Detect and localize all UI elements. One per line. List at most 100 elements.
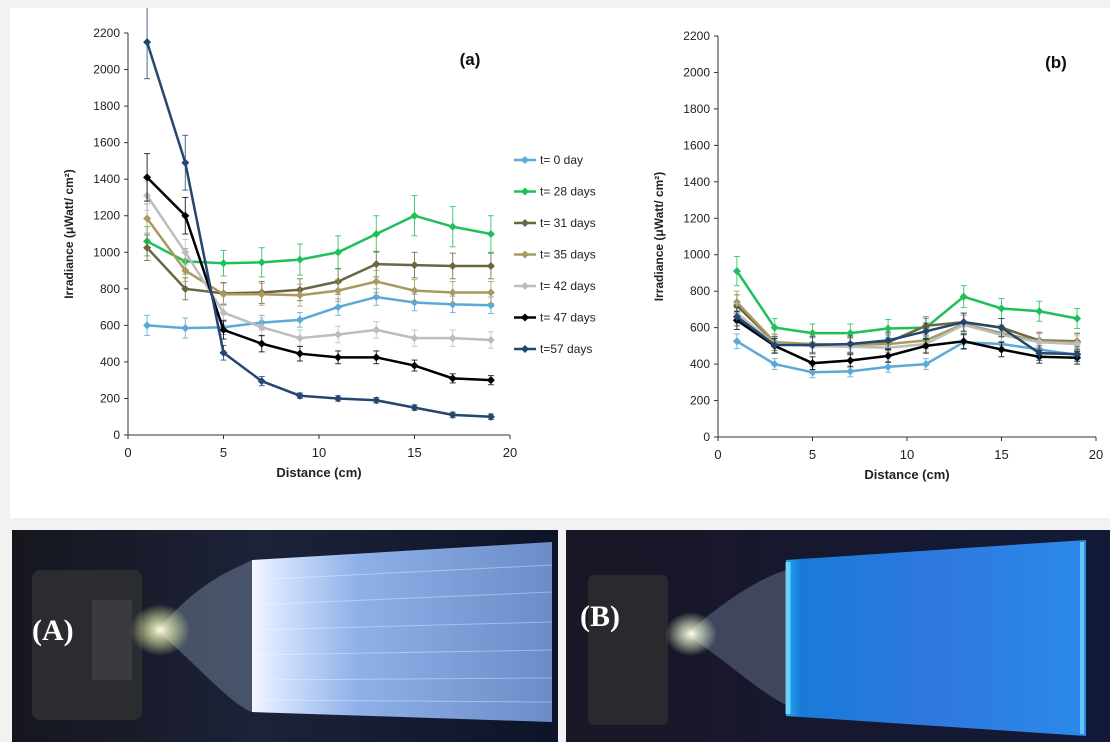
data-point <box>732 337 741 346</box>
x-tick-label: 5 <box>809 447 816 462</box>
y-axis-title: Irradiance (μWatt/ cm²) <box>652 172 666 302</box>
data-point <box>257 258 266 267</box>
data-point <box>486 335 495 344</box>
data-point <box>181 266 190 275</box>
data-point <box>959 318 968 327</box>
data-point <box>959 292 968 301</box>
data-point <box>884 336 893 345</box>
y-tick-label: 2000 <box>683 65 710 79</box>
y-tick-label: 600 <box>690 321 710 335</box>
data-point <box>1035 338 1044 347</box>
data-point <box>808 329 817 338</box>
data-point <box>143 321 152 330</box>
data-point <box>448 261 457 270</box>
series-line <box>146 246 491 295</box>
data-point <box>486 230 495 238</box>
light-glow <box>130 604 190 656</box>
series-line <box>735 301 1078 347</box>
data-point <box>448 374 457 383</box>
chart-a: 0200400600800100012001400160018002000220… <box>62 8 596 480</box>
light-glow-b <box>665 612 717 656</box>
data-point <box>884 362 893 371</box>
y-tick-label: 0 <box>703 430 710 444</box>
data-point <box>181 158 190 167</box>
series-t-42-days <box>143 180 495 349</box>
series-t-47-days <box>143 153 495 386</box>
charts-svg: 0200400600800100012001400160018002000220… <box>62 8 1103 482</box>
x-axis-title: Distance (cm) <box>276 465 361 480</box>
y-tick-label: 2200 <box>683 29 710 43</box>
data-point <box>372 260 381 269</box>
photo-b-label: (B) <box>580 600 620 633</box>
y-tick-label: 1600 <box>93 136 120 150</box>
data-point <box>219 308 228 317</box>
legend-label: t= 31 days <box>540 216 596 230</box>
data-point <box>921 341 930 350</box>
series-line <box>147 295 491 330</box>
photo-b-image <box>566 530 1110 742</box>
data-point <box>334 394 343 403</box>
data-point <box>295 391 304 400</box>
x-tick-label: 15 <box>994 447 1008 462</box>
data-point <box>295 255 304 264</box>
series-t-57-days <box>732 307 1082 362</box>
legend-swatch-marker <box>521 345 529 353</box>
y-tick-label: 1800 <box>683 102 710 116</box>
photo-b: (B) <box>566 530 1110 742</box>
data-point <box>770 340 779 349</box>
legend: t= 0 day t= 28 days t= 31 days t= 35 days t=… <box>514 153 596 356</box>
data-point <box>257 377 266 386</box>
data-point <box>1073 314 1082 323</box>
data-point <box>448 410 457 419</box>
data-point <box>410 334 419 343</box>
data-point <box>372 293 381 302</box>
photo-a-image <box>12 530 558 742</box>
data-point <box>997 345 1006 354</box>
y-tick-label: 1000 <box>683 248 710 262</box>
y-tick-label: 1400 <box>93 172 120 186</box>
chart-b: 0200400600800100012001400160018002000220… <box>652 29 1103 482</box>
data-point <box>334 330 343 339</box>
data-point <box>410 286 419 295</box>
data-point <box>410 261 419 270</box>
data-point <box>295 334 304 343</box>
data-point <box>143 173 152 182</box>
data-point <box>219 259 228 268</box>
y-tick-label: 1800 <box>93 99 120 113</box>
data-point <box>372 325 381 334</box>
data-point <box>219 325 228 334</box>
legend-label: t=57 days <box>540 342 592 356</box>
y-tick-label: 800 <box>100 282 120 296</box>
data-point <box>295 291 304 300</box>
x-axis-title: Distance (cm) <box>864 467 949 482</box>
series-t-57-days <box>143 8 495 421</box>
y-tick-label: 1000 <box>93 245 120 259</box>
data-point <box>486 412 495 421</box>
data-point <box>257 339 266 348</box>
data-point <box>486 288 495 297</box>
fiber-sheet <box>252 542 552 722</box>
data-point <box>808 340 817 349</box>
data-point <box>143 38 152 47</box>
data-point <box>334 303 343 312</box>
light-source-box-b <box>588 575 668 725</box>
data-point <box>884 351 893 360</box>
data-point <box>181 284 190 293</box>
y-tick-label: 1200 <box>93 209 120 223</box>
data-point <box>257 290 266 299</box>
series-line <box>146 194 491 342</box>
data-point <box>732 267 741 276</box>
data-point <box>372 396 381 405</box>
x-tick-label: 20 <box>503 445 517 460</box>
y-tick-label: 2000 <box>93 63 120 77</box>
x-tick-label: 10 <box>900 447 914 462</box>
data-point <box>181 211 190 220</box>
data-point <box>770 360 779 369</box>
legend-label: t= 42 days <box>540 279 596 293</box>
series-t-28-days <box>732 256 1082 343</box>
data-point <box>181 248 190 257</box>
series-line <box>735 270 1078 335</box>
data-point <box>410 298 419 307</box>
x-tick-label: 20 <box>1089 447 1103 462</box>
data-point <box>372 230 381 238</box>
